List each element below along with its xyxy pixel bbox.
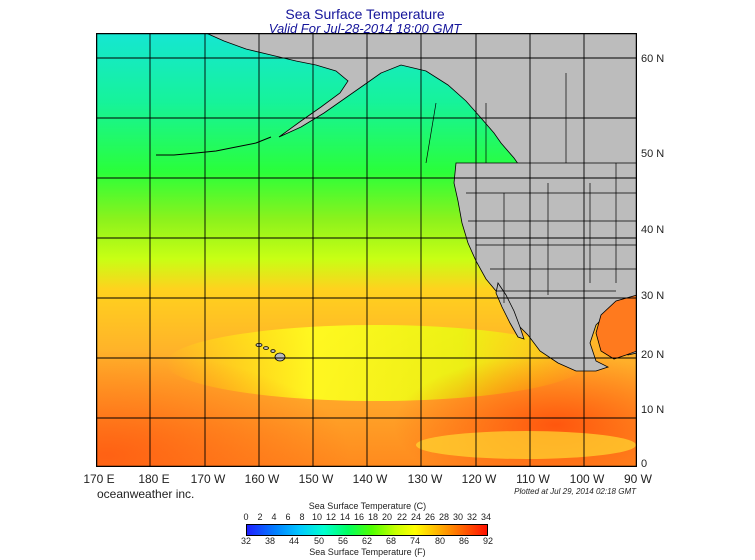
f-tick: 56: [337, 536, 348, 546]
c-tick: 18: [367, 512, 378, 522]
lon-label-150w: 150 W: [298, 472, 334, 486]
lat-label-10n: 10 N: [641, 404, 665, 416]
f-tick: 80: [434, 536, 445, 546]
c-tick: 32: [466, 512, 477, 522]
lon-label-90w: 90 W: [623, 472, 652, 486]
land-baja: [495, 281, 525, 340]
c-tick: 16: [353, 512, 364, 522]
colorbar-title-celsius: Sea Surface Temperature (C): [308, 501, 427, 511]
plotted-timestamp: Plotted at Jul 29, 2014 02:18 GMT: [514, 487, 636, 496]
fahrenheit-ticks: 32 38 44 50 56 62 68 74 80 86 92: [236, 536, 498, 547]
f-tick: 32: [240, 536, 251, 546]
lat-lon-grid: [96, 33, 637, 467]
c-tick: 30: [452, 512, 463, 522]
c-tick: 26: [424, 512, 435, 522]
f-tick: 92: [482, 536, 493, 546]
lat-label-60n: 60 N: [641, 53, 665, 65]
c-tick: 6: [285, 512, 291, 522]
gulf-of-mexico: [595, 294, 637, 360]
c-tick: 2: [257, 512, 263, 522]
lon-label-160w: 160 W: [244, 472, 280, 486]
f-tick: 74: [409, 536, 420, 546]
f-tick: 86: [458, 536, 469, 546]
lon-label-140w: 140 W: [352, 472, 388, 486]
credit-text: oceanweather inc.: [97, 487, 195, 501]
map-frame: [96, 33, 637, 467]
lon-label-130w: 130 W: [407, 472, 443, 486]
c-tick: 24: [410, 512, 421, 522]
c-tick: 4: [271, 512, 277, 522]
c-tick: 8: [299, 512, 305, 522]
c-tick: 10: [311, 512, 322, 522]
map-subtitle: Valid For Jul-28-2014 18:00 GMT: [268, 21, 462, 36]
lat-label-0: 0: [641, 458, 648, 470]
c-tick: 20: [381, 512, 392, 522]
lon-label-100w: 100 W: [569, 472, 605, 486]
sst-map: [96, 33, 637, 467]
c-tick: 34: [480, 512, 491, 522]
land-aleutians: [156, 136, 272, 156]
c-tick: 28: [438, 512, 449, 522]
celsius-ticks: 0 2 4 6 8 10 12 14 16 18 20 22 24 26 28 …: [236, 512, 498, 523]
colorbar-title-fahrenheit: Sea Surface Temperature (F): [309, 547, 426, 557]
c-tick: 0: [243, 512, 249, 522]
political-borders: [425, 73, 637, 303]
c-tick: 12: [325, 512, 336, 522]
lat-label-40n: 40 N: [641, 224, 665, 236]
lat-label-50n: 50 N: [641, 148, 665, 160]
f-tick: 50: [313, 536, 324, 546]
equatorial-tongue: [416, 431, 636, 459]
f-tick: 38: [264, 536, 275, 546]
c-tick: 22: [396, 512, 407, 522]
lat-label-30n: 30 N: [641, 290, 665, 302]
map-title: Sea Surface Temperature: [285, 6, 445, 22]
lon-label-120w: 120 W: [461, 472, 497, 486]
lat-label-20n: 20 N: [641, 349, 665, 361]
f-tick: 68: [385, 536, 396, 546]
lon-label-170e: 170 E: [83, 472, 115, 486]
c-tick: 14: [339, 512, 350, 522]
lon-label-180e: 180 E: [138, 472, 170, 486]
colorbar-gradient: [246, 524, 488, 536]
f-tick: 44: [288, 536, 299, 546]
f-tick: 62: [361, 536, 372, 546]
lon-label-110w: 110 W: [516, 472, 550, 486]
lon-label-170w: 170 W: [190, 472, 226, 486]
